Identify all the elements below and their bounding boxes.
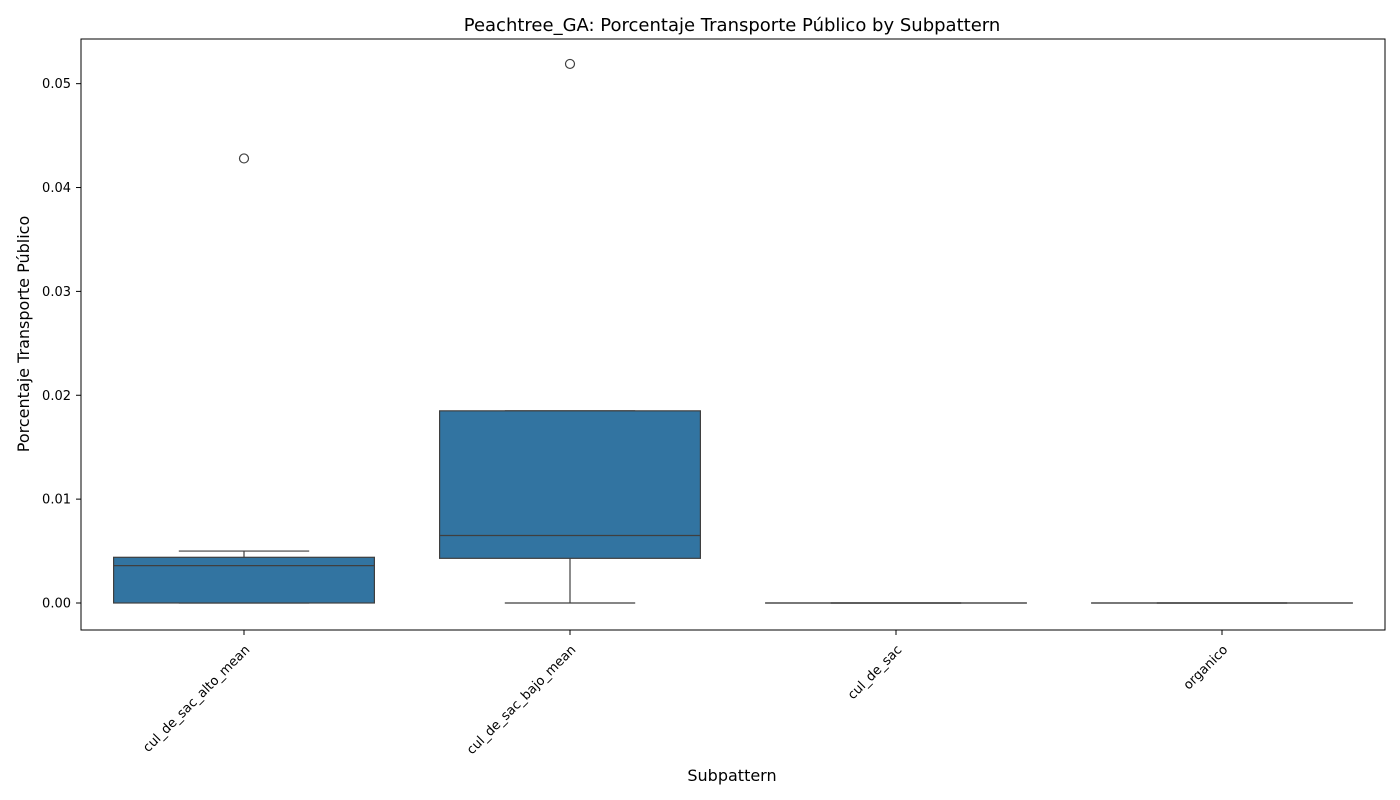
x-axis: cul_de_sac_alto_mean cul_de_sac_bajo_mean… xyxy=(140,630,1231,758)
x-tick-label: cul_de_sac xyxy=(845,643,905,703)
outlier-point xyxy=(238,153,250,164)
y-axis: 0.00 0.01 0.02 0.03 0.04 0.05 xyxy=(42,77,81,611)
box-group-cul_de_sac_alto_mean xyxy=(112,153,375,604)
y-axis-label: Porcentaje Transporte Público xyxy=(14,216,33,452)
y-tick-label: 0.04 xyxy=(42,181,71,196)
y-tick-label: 0.02 xyxy=(42,389,71,404)
box-iqr xyxy=(112,556,375,604)
x-tick-label: organico xyxy=(1181,643,1231,693)
y-tick-label: 0.01 xyxy=(42,493,71,508)
x-tick-label: cul_de_sac_bajo_mean xyxy=(464,643,579,758)
box-iqr xyxy=(439,410,701,559)
plot-area xyxy=(112,58,1353,604)
x-tick-label: cul_de_sac_alto_mean xyxy=(140,643,253,756)
plot-frame xyxy=(80,38,1386,631)
x-axis-label: Subpattern xyxy=(687,766,776,785)
outlier-point xyxy=(564,58,576,70)
y-tick-label: 0.03 xyxy=(42,285,71,300)
y-tick-label: 0.05 xyxy=(42,77,71,92)
box-group-cul_de_sac_bajo_mean xyxy=(439,58,701,604)
y-tick-label: 0.00 xyxy=(42,596,71,611)
chart-title: Peachtree_GA: Porcentaje Transporte Públ… xyxy=(464,15,1001,36)
